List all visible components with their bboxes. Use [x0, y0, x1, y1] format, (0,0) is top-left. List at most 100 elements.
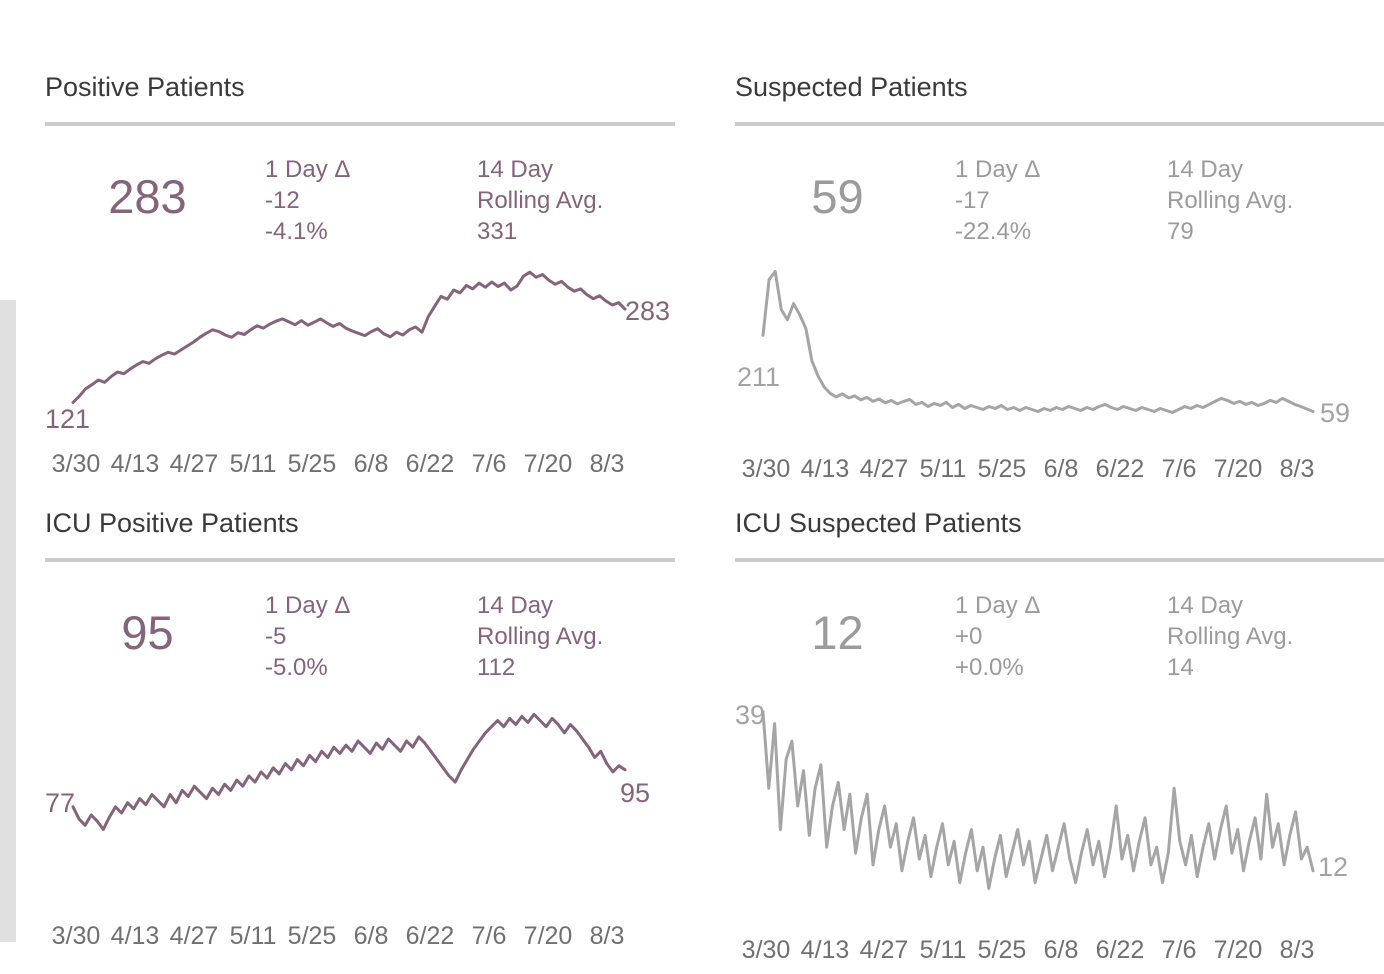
x-axis-label: 6/8 [1043, 936, 1079, 964]
panel-icu-suspected-patients: ICU Suspected Patients 12 1 Day Δ +0 +0.… [735, 508, 1384, 974]
current-value: 59 [811, 170, 864, 223]
delta-label: 1 Day Δ [955, 156, 1041, 183]
x-axis-label: 4/27 [859, 455, 909, 483]
series-start-value-label: 211 [737, 362, 781, 392]
icu-suspected-patients-line-chart [761, 710, 1315, 890]
series-start-value-label: 39 [735, 700, 766, 730]
x-axis-label: 8/3 [1279, 936, 1315, 964]
x-axis-label: 7/6 [1161, 455, 1197, 483]
delta-percent: -5.0% [265, 654, 328, 681]
delta-percent: +0.0% [955, 654, 1024, 681]
x-axis-label: 5/11 [229, 450, 277, 478]
icu-positive-patients-line-chart [71, 712, 627, 831]
x-axis-label: 4/27 [169, 922, 219, 950]
x-axis-label: 3/30 [741, 455, 791, 483]
left-edge-panel [0, 300, 16, 942]
one-day-delta: 1 Day Δ -12 -4.1% [265, 154, 350, 247]
rolling-label-1: 14 Day [477, 156, 554, 183]
panel-positive-patients: Positive Patients 283 1 Day Δ -12 -4.1% … [45, 72, 675, 502]
x-axis-label: 6/8 [1043, 455, 1079, 483]
delta-percent: -4.1% [265, 218, 328, 245]
series-end-value-label: 283 [625, 296, 671, 326]
divider [735, 558, 1384, 562]
x-axis-label: 4/13 [800, 455, 850, 483]
rolling-label-2: Rolling Avg. [1167, 187, 1294, 214]
divider [735, 122, 1384, 126]
positive-patients-line-chart [71, 270, 627, 404]
x-axis-label: 8/3 [1279, 455, 1315, 483]
panel-suspected-patients: Suspected Patients 59 1 Day Δ -17 -22.4%… [735, 72, 1384, 502]
series-end-value-label: 95 [620, 778, 651, 808]
rolling-average: 14 Day Rolling Avg. 79 [1167, 154, 1293, 247]
rolling-average: 14 Day Rolling Avg. 112 [477, 590, 603, 683]
rolling-label-2: Rolling Avg. [477, 623, 604, 650]
x-axis-label: 4/13 [110, 450, 160, 478]
divider [45, 558, 675, 562]
rolling-value: 79 [1167, 218, 1194, 245]
rolling-label-1: 14 Day [1167, 156, 1244, 183]
delta-change: -5 [265, 623, 287, 650]
x-axis-label: 3/30 [51, 922, 101, 950]
current-value: 95 [121, 606, 174, 659]
x-axis-label: 5/11 [229, 922, 277, 950]
x-axis-label: 6/22 [1095, 936, 1145, 964]
x-axis: 3/30 4/13 4/27 5/11 5/25 6/8 6/22 7/6 7/20 8/3 [45, 922, 675, 952]
x-axis-label: 7/6 [471, 450, 507, 478]
x-axis-label: 7/20 [1213, 455, 1263, 483]
rolling-value: 14 [1167, 654, 1194, 681]
panel-title: Positive Patients [45, 72, 245, 102]
rolling-average: 14 Day Rolling Avg. 331 [477, 154, 603, 247]
x-axis-label: 8/3 [589, 922, 625, 950]
x-axis-label: 8/3 [589, 450, 625, 478]
x-axis-label: 4/27 [169, 450, 219, 478]
x-axis-label: 7/20 [523, 922, 573, 950]
one-day-delta: 1 Day Δ -17 -22.4% [955, 154, 1040, 247]
x-axis-label: 6/8 [353, 450, 389, 478]
x-axis-label: 5/25 [287, 922, 337, 950]
x-axis: 3/30 4/13 4/27 5/11 5/25 6/8 6/22 7/6 7/20 8/3 [735, 455, 1384, 485]
series-end-value-label: 59 [1320, 398, 1351, 428]
x-axis-label: 4/13 [800, 936, 850, 964]
panel-icu-positive-patients: ICU Positive Patients 95 1 Day Δ -5 -5.0… [45, 508, 675, 974]
series-start-value-label: 77 [45, 788, 76, 818]
one-day-delta: 1 Day Δ +0 +0.0% [955, 590, 1040, 683]
x-axis-label: 6/8 [353, 922, 389, 950]
x-axis-label: 7/20 [523, 450, 573, 478]
panel-title: ICU Suspected Patients [735, 508, 1022, 538]
current-value: 12 [811, 606, 864, 659]
delta-label: 1 Day Δ [265, 156, 351, 183]
rolling-label-1: 14 Day [477, 592, 554, 619]
x-axis-label: 3/30 [51, 450, 101, 478]
rolling-value: 331 [477, 218, 518, 245]
rolling-label-2: Rolling Avg. [1167, 623, 1294, 650]
current-value: 283 [108, 170, 187, 223]
x-axis-label: 5/11 [919, 455, 967, 483]
trend-line [71, 712, 627, 831]
x-axis-label: 5/25 [977, 936, 1027, 964]
trend-line [71, 270, 627, 404]
x-axis-label: 7/6 [1161, 936, 1197, 964]
rolling-value: 112 [477, 654, 516, 681]
x-axis-label: 4/13 [110, 922, 160, 950]
x-axis-label: 5/25 [287, 450, 337, 478]
delta-change: -12 [265, 187, 300, 214]
x-axis-label: 5/25 [977, 455, 1027, 483]
series-end-value-label: 12 [1318, 852, 1349, 882]
delta-label: 1 Day Δ [265, 592, 351, 619]
suspected-patients-line-chart [761, 270, 1315, 414]
delta-percent: -22.4% [955, 218, 1032, 245]
rolling-average: 14 Day Rolling Avg. 14 [1167, 590, 1293, 683]
x-axis-label: 7/6 [471, 922, 507, 950]
panel-title: Suspected Patients [735, 72, 968, 102]
x-axis-label: 6/22 [405, 450, 455, 478]
x-axis: 3/30 4/13 4/27 5/11 5/25 6/8 6/22 7/6 7/20 8/3 [735, 936, 1384, 966]
trend-line [761, 270, 1315, 414]
x-axis-label: 7/20 [1213, 936, 1263, 964]
rolling-label-1: 14 Day [1167, 592, 1244, 619]
delta-label: 1 Day Δ [955, 592, 1041, 619]
series-start-value-label: 121 [45, 404, 91, 434]
one-day-delta: 1 Day Δ -5 -5.0% [265, 590, 350, 683]
delta-change: -17 [955, 187, 990, 214]
x-axis-label: 6/22 [1095, 455, 1145, 483]
